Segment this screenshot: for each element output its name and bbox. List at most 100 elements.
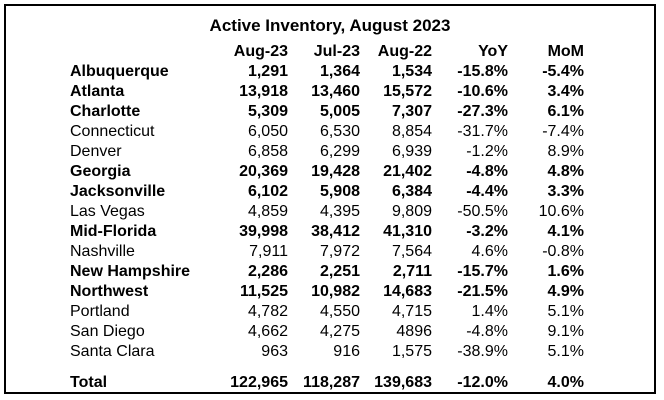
table-frame: Active Inventory, August 2023 Aug-23 Jul… — [4, 4, 656, 394]
cell-mom: 3.4% — [547, 83, 584, 100]
cell-aug-23: 6,050 — [247, 123, 288, 140]
row-label: Connecticut — [70, 123, 155, 140]
cell-aug-22: 1,575 — [391, 343, 432, 360]
table-row: Jacksonville 6,102 5,908 6,384 -4.4% 3.3% — [70, 182, 584, 202]
cell-mom: 1.6% — [547, 263, 584, 280]
cell-aug-22: 1,534 — [391, 63, 432, 80]
row-label: Charlotte — [70, 103, 141, 120]
table-row: New Hampshire 2,286 2,251 2,711 -15.7% 1.6% — [70, 262, 584, 282]
table-row: Georgia 20,369 19,428 21,402 -4.8% 4.8% — [70, 162, 584, 182]
cell-aug-23: 1,291 — [247, 63, 288, 80]
header-mom: MoM — [547, 43, 584, 60]
cell-jul-23: 10,982 — [311, 283, 360, 300]
table-row: Nashville 7,911 7,972 7,564 4.6% -0.8% — [70, 242, 584, 262]
cell-mom: 5.1% — [547, 303, 584, 320]
cell-jul-23: 916 — [333, 343, 360, 360]
cell-aug-23: 5,309 — [247, 103, 288, 120]
header-row: Aug-23 Jul-23 Aug-22 YoY MoM — [70, 42, 584, 62]
cell-mom: -7.4% — [542, 123, 584, 140]
cell-aug-23: 11,525 — [239, 283, 288, 300]
cell-yoy: -3.2% — [466, 223, 508, 240]
cell-yoy: -31.7% — [457, 123, 508, 140]
cell-aug-22: 41,310 — [383, 223, 432, 240]
row-label: San Diego — [70, 323, 145, 340]
cell-mom: -0.8% — [542, 243, 584, 260]
cell-jul-23: 2,251 — [319, 263, 360, 280]
row-label: Mid-Florida — [70, 223, 157, 240]
cell-yoy: -4.8% — [466, 163, 508, 180]
cell-yoy: -4.4% — [466, 183, 508, 200]
row-label: Northwest — [70, 283, 149, 300]
cell-mom: -5.4% — [542, 63, 584, 80]
cell-mom: 6.1% — [547, 103, 584, 120]
cell-aug-22: 6,384 — [391, 183, 432, 200]
total-aug-22: 139,683 — [374, 374, 432, 391]
total-yoy: -12.0% — [457, 374, 508, 391]
table-row: Albuquerque 1,291 1,364 1,534 -15.8% -5.4% — [70, 62, 584, 82]
cell-mom: 8.9% — [547, 143, 584, 160]
cell-aug-23: 2,286 — [247, 263, 288, 280]
row-label: Santa Clara — [70, 343, 155, 360]
cell-jul-23: 19,428 — [311, 163, 360, 180]
cell-mom: 4.1% — [547, 223, 584, 240]
cell-mom: 10.6% — [538, 203, 584, 220]
cell-aug-23: 4,782 — [247, 303, 288, 320]
total-jul-23: 118,287 — [303, 374, 360, 391]
inventory-table: Aug-23 Jul-23 Aug-22 YoY MoM Albuquerque… — [70, 42, 584, 398]
row-label: Las Vegas — [70, 203, 145, 220]
cell-aug-22: 7,564 — [391, 243, 432, 260]
header-blank — [70, 42, 218, 62]
cell-yoy: -27.3% — [457, 103, 508, 120]
table-row: Atlanta 13,918 13,460 15,572 -10.6% 3.4% — [70, 82, 584, 102]
table-row: Mid-Florida 39,998 38,412 41,310 -3.2% 4.1% — [70, 222, 584, 242]
cell-mom: 5.1% — [547, 343, 584, 360]
cell-yoy: -4.8% — [466, 323, 508, 340]
table-row: Charlotte 5,309 5,005 7,307 -27.3% 6.1% — [70, 102, 584, 122]
cell-aug-23: 39,998 — [239, 223, 288, 240]
total-mom: 4.0% — [547, 374, 584, 391]
row-label: Denver — [70, 143, 122, 160]
total-row: Total 122,965 118,287 139,683 -12.0% 4.0… — [70, 362, 584, 398]
cell-jul-23: 13,460 — [311, 83, 360, 100]
cell-yoy: -1.2% — [466, 143, 508, 160]
cell-jul-23: 7,972 — [319, 243, 360, 260]
cell-aug-22: 14,683 — [383, 283, 432, 300]
row-label: Albuquerque — [70, 63, 169, 80]
row-label: Atlanta — [70, 83, 125, 100]
header-aug-23: Aug-23 — [233, 43, 288, 60]
table-row: Northwest 11,525 10,982 14,683 -21.5% 4.9% — [70, 282, 584, 302]
cell-yoy: 4.6% — [471, 243, 508, 260]
cell-yoy: -15.8% — [457, 63, 508, 80]
cell-aug-22: 15,572 — [383, 83, 432, 100]
cell-aug-23: 963 — [261, 343, 288, 360]
cell-jul-23: 4,275 — [319, 323, 360, 340]
total-label: Total — [70, 374, 108, 391]
table-row: Las Vegas 4,859 4,395 9,809 -50.5% 10.6% — [70, 202, 584, 222]
cell-aug-22: 8,854 — [391, 123, 432, 140]
row-label: Portland — [70, 303, 130, 320]
cell-aug-22: 6,939 — [391, 143, 432, 160]
total-aug-23: 122,965 — [230, 374, 288, 391]
cell-jul-23: 5,908 — [319, 183, 360, 200]
table-row: San Diego 4,662 4,275 4896 -4.8% 9.1% — [70, 322, 584, 342]
cell-mom: 4.9% — [547, 283, 584, 300]
cell-yoy: -38.9% — [457, 343, 508, 360]
cell-mom: 4.8% — [547, 163, 584, 180]
header-jul-23: Jul-23 — [313, 43, 360, 60]
cell-aug-23: 4,859 — [247, 203, 288, 220]
cell-jul-23: 5,005 — [319, 103, 360, 120]
cell-aug-23: 13,918 — [239, 83, 288, 100]
table-row: Portland 4,782 4,550 4,715 1.4% 5.1% — [70, 302, 584, 322]
cell-jul-23: 6,530 — [319, 123, 360, 140]
cell-aug-22: 9,809 — [391, 203, 432, 220]
cell-mom: 3.3% — [547, 183, 584, 200]
row-label: Georgia — [70, 163, 131, 180]
cell-jul-23: 4,395 — [319, 203, 360, 220]
cell-aug-23: 4,662 — [247, 323, 288, 340]
cell-aug-23: 7,911 — [249, 243, 288, 260]
row-label: New Hampshire — [70, 263, 191, 280]
cell-jul-23: 6,299 — [319, 143, 360, 160]
cell-yoy: -50.5% — [457, 203, 508, 220]
cell-aug-22: 7,307 — [391, 103, 432, 120]
cell-aug-22: 21,402 — [383, 163, 432, 180]
